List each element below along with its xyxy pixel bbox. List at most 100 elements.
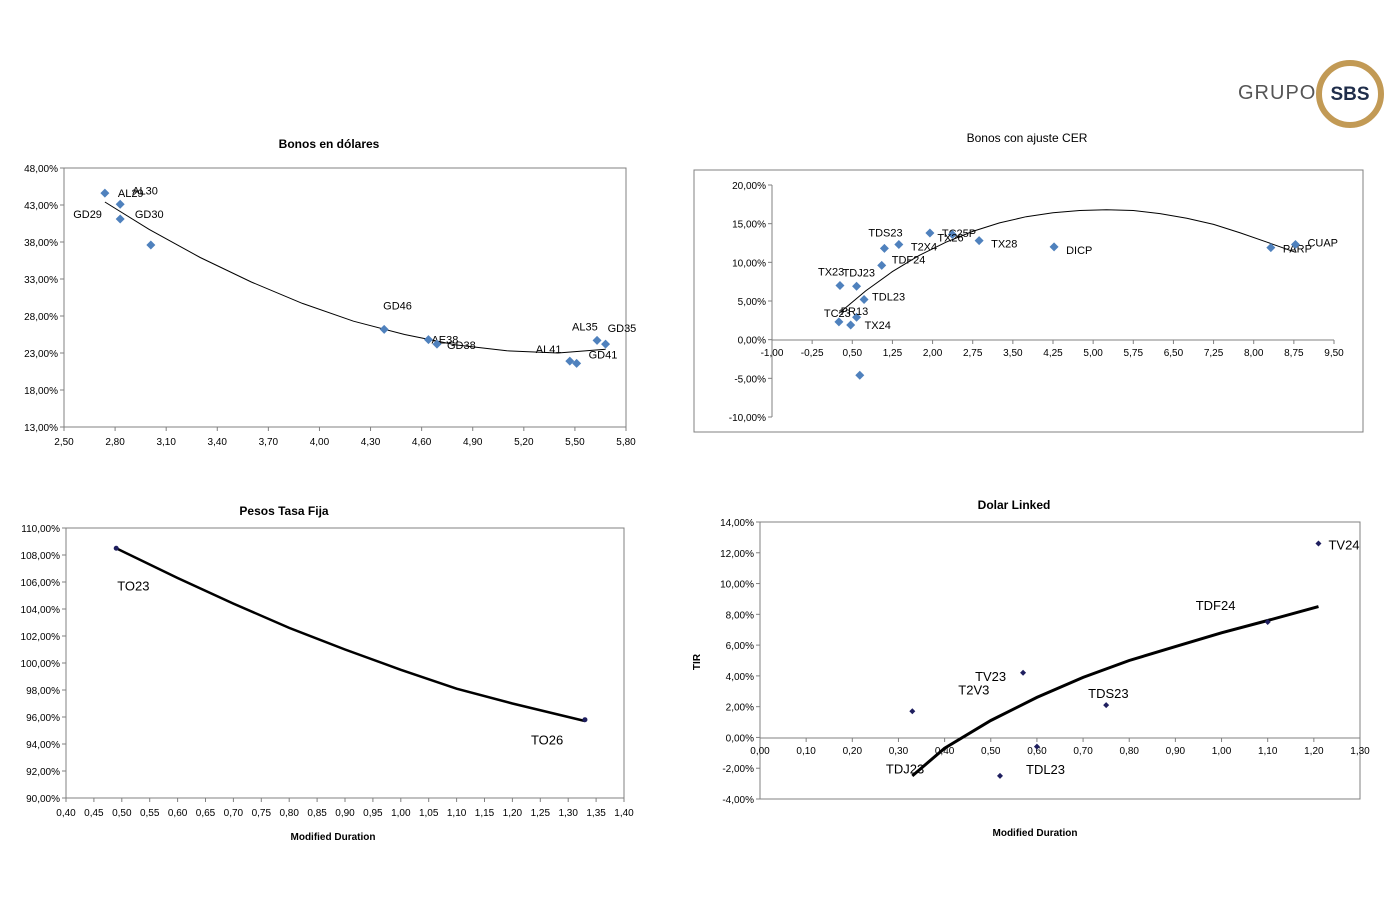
y-tick-label: 13,00% bbox=[24, 423, 58, 434]
y-tick-label: 6,00% bbox=[726, 641, 754, 652]
y-tick-label: 10,00% bbox=[720, 580, 754, 591]
x-tick-label: 1,10 bbox=[447, 808, 467, 819]
data-label: TDF24 bbox=[892, 254, 926, 266]
y-tick-label: 98,00% bbox=[26, 686, 60, 697]
data-point bbox=[100, 188, 110, 198]
y-tick-label: 108,00% bbox=[21, 551, 61, 562]
x-tick-label: 0,80 bbox=[279, 808, 299, 819]
data-point bbox=[423, 335, 433, 345]
data-point bbox=[974, 236, 984, 246]
x-tick-label: 4,00 bbox=[310, 437, 330, 448]
x-tick-label: 5,50 bbox=[565, 437, 585, 448]
x-tick-label: 1,25 bbox=[531, 808, 551, 819]
x-tick-label: 0,90 bbox=[1166, 746, 1186, 757]
x-tick-label: 0,85 bbox=[307, 808, 327, 819]
x-tick-label: 7,25 bbox=[1204, 348, 1224, 359]
data-point bbox=[565, 356, 575, 366]
trendline bbox=[911, 605, 1319, 778]
data-label: TO26 bbox=[531, 733, 563, 748]
data-point bbox=[877, 260, 887, 270]
y-tick-label: -2,00% bbox=[722, 764, 754, 775]
x-tick-label: 3,40 bbox=[208, 437, 228, 448]
x-tick-label: 3,10 bbox=[156, 437, 176, 448]
data-point bbox=[859, 294, 869, 304]
data-point bbox=[855, 370, 865, 380]
data-point bbox=[146, 240, 156, 250]
x-axis-title: Modified Duration bbox=[291, 832, 376, 843]
logo-grupo-text: GRUPO bbox=[1238, 82, 1317, 104]
x-tick-label: -1,00 bbox=[761, 348, 784, 359]
data-label: TX23 bbox=[818, 267, 844, 279]
x-tick-label: 1,00 bbox=[1212, 746, 1232, 757]
y-tick-label: 0,00% bbox=[738, 336, 766, 347]
chart-frame bbox=[693, 169, 1364, 433]
x-tick-label: 3,70 bbox=[259, 437, 279, 448]
x-tick-label: 0,40 bbox=[935, 746, 955, 757]
x-tick-label: 1,05 bbox=[419, 808, 439, 819]
data-label: AL29 bbox=[118, 188, 144, 200]
data-label: TC23 bbox=[824, 308, 851, 320]
data-point bbox=[834, 317, 844, 327]
x-tick-label: 0,45 bbox=[84, 808, 104, 819]
y-tick-label: 38,00% bbox=[24, 238, 58, 249]
data-label: CUAP bbox=[1307, 238, 1338, 250]
x-tick-label: 0,90 bbox=[335, 808, 355, 819]
y-tick-label: 94,00% bbox=[26, 740, 60, 751]
data-point bbox=[432, 339, 442, 349]
x-tick-label: 1,20 bbox=[1304, 746, 1324, 757]
data-point bbox=[1290, 240, 1300, 250]
x-tick-label: 0,60 bbox=[168, 808, 188, 819]
trendline bbox=[104, 201, 606, 354]
x-tick-label: 0,95 bbox=[363, 808, 383, 819]
x-tick-label: 4,90 bbox=[463, 437, 483, 448]
x-tick-label: 0,30 bbox=[889, 746, 909, 757]
x-tick-label: 1,30 bbox=[558, 808, 578, 819]
x-tick-label: 0,20 bbox=[843, 746, 863, 757]
x-tick-label: -0,25 bbox=[801, 348, 824, 359]
chart-title: Dolar Linked bbox=[978, 498, 1051, 512]
y-tick-label: 96,00% bbox=[26, 713, 60, 724]
y-tick-label: -4,00% bbox=[722, 795, 754, 806]
data-label: TX24 bbox=[865, 320, 891, 332]
x-tick-label: 0,75 bbox=[252, 808, 272, 819]
data-label: AL41 bbox=[536, 344, 562, 356]
data-label: TDS23 bbox=[868, 227, 902, 239]
data-label: PR13 bbox=[841, 306, 869, 318]
y-tick-label: -10,00% bbox=[729, 413, 766, 424]
data-label: TDL23 bbox=[1026, 762, 1065, 777]
data-label: GD41 bbox=[589, 349, 618, 361]
data-point bbox=[1103, 702, 1110, 709]
data-point bbox=[601, 339, 611, 349]
data-point bbox=[115, 199, 125, 209]
y-tick-label: 100,00% bbox=[21, 659, 61, 670]
data-label: GD38 bbox=[447, 340, 476, 352]
data-label: TDL23 bbox=[872, 291, 905, 303]
x-tick-label: 0,55 bbox=[140, 808, 160, 819]
y-tick-label: 110,00% bbox=[21, 524, 60, 535]
data-point bbox=[1020, 669, 1027, 676]
y-tick-label: 12,00% bbox=[720, 549, 754, 560]
x-tick-label: 1,00 bbox=[391, 808, 411, 819]
data-label: GD29 bbox=[73, 209, 102, 221]
x-tick-label: 2,75 bbox=[963, 348, 983, 359]
y-tick-label: 4,00% bbox=[726, 672, 754, 683]
y-tick-label: 28,00% bbox=[24, 312, 58, 323]
y-tick-label: 23,00% bbox=[24, 349, 58, 360]
data-point bbox=[379, 324, 389, 334]
x-tick-label: 0,80 bbox=[1119, 746, 1139, 757]
x-tick-label: 2,50 bbox=[54, 437, 74, 448]
data-label: T2V3 bbox=[958, 682, 989, 697]
x-tick-label: 1,30 bbox=[1350, 746, 1370, 757]
x-tick-label: 0,70 bbox=[224, 808, 244, 819]
x-tick-label: 1,25 bbox=[883, 348, 903, 359]
chart-title: Bonos con ajuste CER bbox=[967, 131, 1088, 145]
x-tick-label: 4,60 bbox=[412, 437, 432, 448]
x-tick-label: 9,50 bbox=[1324, 348, 1344, 359]
y-tick-label: 18,00% bbox=[24, 386, 58, 397]
data-label: T2X4 bbox=[911, 242, 937, 254]
data-label: TDS23 bbox=[1088, 686, 1128, 701]
data-point bbox=[1315, 540, 1322, 547]
x-tick-label: 5,20 bbox=[514, 437, 534, 448]
chart-bonos-dolares: Bonos en dólares 13,00% 18,00% 23,00% 28,00%… bbox=[24, 137, 636, 448]
